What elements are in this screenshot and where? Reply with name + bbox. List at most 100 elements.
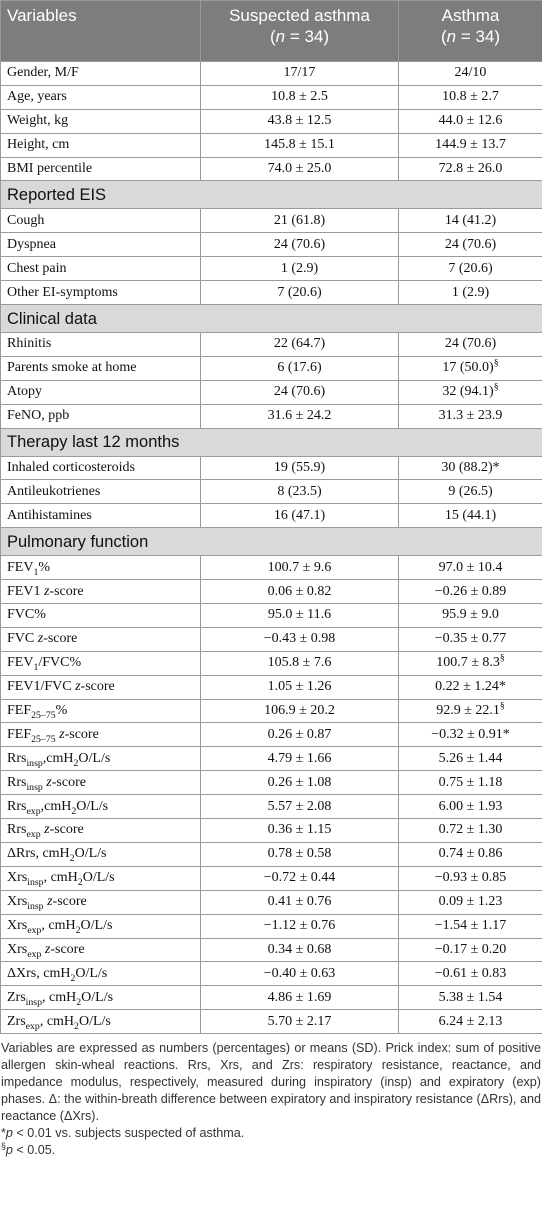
text: , cmH [39, 1013, 75, 1029]
sup-text: § [493, 357, 499, 369]
row-label: Dyspnea [0, 232, 201, 258]
data-row: Atopy 24 (70.6) 32 (94.1)§ [0, 379, 542, 405]
row-label: FVC z-score [0, 626, 201, 652]
row-label: ΔXrs, cmH2O/L/s [0, 961, 201, 987]
sub-text: 1 [33, 566, 39, 578]
text: -score [50, 941, 85, 957]
value-cell: −1.12 ± 0.76 [200, 913, 399, 939]
value-cell: 72.8 ± 26.0 [398, 156, 542, 182]
value-cell: 19 (55.9) [200, 455, 399, 481]
value-cell: 8 (23.5) [200, 479, 399, 505]
row-label: Weight, kg [0, 108, 201, 134]
value-cell: 10.8 ± 2.7 [398, 84, 542, 110]
value-cell: −0.35 ± 0.77 [398, 626, 542, 652]
footnotes: Variables are expressed as numbers (perc… [0, 1034, 542, 1159]
text: Rrs [7, 798, 27, 814]
text: 22 (64.7) [273, 336, 326, 352]
text: −0.61 ± 0.83 [434, 965, 507, 981]
text: 24 (70.6) [273, 236, 326, 252]
text: < 0.05. [12, 1143, 56, 1158]
sub-text: 2 [73, 757, 79, 769]
text: , cmH [42, 989, 77, 1005]
sub-text: exp [26, 805, 41, 817]
row-label: Cough [0, 208, 201, 234]
row-label: Rrsinsp z-score [0, 770, 201, 796]
text: Suspected asthma [229, 6, 370, 25]
data-row: ΔXrs, cmH2O/L/s −0.40 ± 0.63 −0.61 ± 0.83 [0, 961, 542, 987]
value-cell: 31.6 ± 24.2 [200, 403, 399, 429]
data-row: Rrsinsp z-score 0.26 ± 1.08 0.75 ± 1.18 [0, 770, 542, 796]
data-row: FeNO, ppb 31.6 ± 24.2 31.3 ± 23.9 [0, 403, 542, 429]
value-cell: 17 (50.0)§ [398, 355, 542, 381]
text: -score [80, 679, 115, 695]
value-cell: 4.79 ± 1.66 [200, 746, 399, 772]
text: 0.22 ± 1.24* [435, 679, 506, 695]
text: 24 (70.6) [444, 336, 497, 352]
value-cell: 15 (44.1) [398, 503, 542, 529]
text: Xrs [7, 894, 28, 910]
text: 95.9 ± 9.0 [442, 607, 499, 623]
text: 74.0 ± 25.0 [267, 161, 332, 176]
text: 16 (47.1) [273, 507, 326, 523]
sub-text: 2 [74, 1020, 79, 1032]
text: 0.74 ± 0.86 [438, 846, 503, 862]
text: 0.72 ± 1.30 [438, 822, 503, 838]
value-cell: 9 (26.5) [398, 479, 542, 505]
value-cell: 95.9 ± 9.0 [398, 603, 542, 628]
value-cell: 0.26 ± 0.87 [200, 722, 399, 748]
data-row: Xrsinsp, cmH2O/L/s −0.72 ± 0.44 −0.93 ± 0.… [0, 865, 542, 891]
sub-text: 2 [76, 996, 82, 1008]
text: Antihistamines [7, 507, 92, 523]
row-label: Parents smoke at home [0, 355, 201, 381]
data-row: Xrsinsp z-score 0.41 ± 0.76 0.09 ± 1.23 [0, 889, 542, 915]
italic-text: z [59, 726, 65, 742]
text: 100.7 ± 8.3 [436, 655, 500, 671]
text: −1.12 ± 0.76 [263, 918, 336, 934]
text: 145.8 ± 15.1 [264, 137, 335, 153]
row-label: Chest pain [0, 256, 201, 282]
text: Atopy [7, 384, 42, 400]
sup-text: § [499, 652, 505, 664]
text: −0.17 ± 0.20 [434, 941, 507, 957]
text: −0.35 ± 0.77 [434, 631, 507, 647]
text: 100.7 ± 9.6 [267, 559, 332, 575]
section-row: Clinical data [0, 304, 542, 334]
value-cell: 145.8 ± 15.1 [200, 132, 399, 158]
text: 1 (2.9) [451, 284, 490, 300]
text: 43.8 ± 12.5 [267, 113, 332, 129]
row-label: Rrsexp,cmH2O/L/s [0, 794, 201, 820]
footnote: §p < 0.05. [1, 1141, 541, 1159]
value-cell: 1 (2.9) [398, 280, 542, 306]
text: 6 (17.6) [277, 360, 322, 376]
row-label: Antileukotrienes [0, 479, 201, 505]
text: Cough [7, 212, 45, 228]
text: Xrs [7, 918, 28, 934]
italic-text: z [47, 894, 53, 910]
footnote: Variables are expressed as numbers (perc… [1, 1040, 541, 1125]
text: 1.05 ± 1.26 [267, 679, 332, 695]
text: 4.86 ± 1.69 [267, 989, 332, 1005]
text: 44.0 ± 12.6 [438, 113, 503, 129]
data-row: Dyspnea 24 (70.6) 24 (70.6) [0, 232, 542, 258]
value-cell: 6 (17.6) [200, 355, 399, 381]
value-cell: 0.09 ± 1.23 [398, 889, 542, 915]
value-cell: 0.74 ± 0.86 [398, 841, 542, 867]
italic-text: z [46, 774, 52, 790]
sub-text: 2 [77, 877, 83, 889]
text: Dyspnea [7, 236, 56, 252]
text: −0.26 ± 0.89 [434, 583, 507, 599]
data-row: Rrsexp,cmH2O/L/s 5.57 ± 2.08 6.00 ± 1.93 [0, 794, 542, 820]
text: 7 (20.6) [277, 284, 322, 300]
text: 106.9 ± 20.2 [264, 703, 335, 719]
text: -score [43, 631, 78, 647]
value-cell: 95.0 ± 11.6 [200, 603, 399, 628]
value-cell: 43.8 ± 12.5 [200, 108, 399, 134]
value-cell: −0.43 ± 0.98 [200, 626, 399, 652]
value-cell: 30 (88.2)* [398, 455, 542, 481]
italic-text: n [446, 27, 457, 46]
text: 0.34 ± 0.68 [267, 941, 332, 957]
text: 32 (94.1) [442, 384, 494, 400]
text: O/L/s [82, 870, 115, 886]
value-cell: 97.0 ± 10.4 [398, 555, 542, 581]
